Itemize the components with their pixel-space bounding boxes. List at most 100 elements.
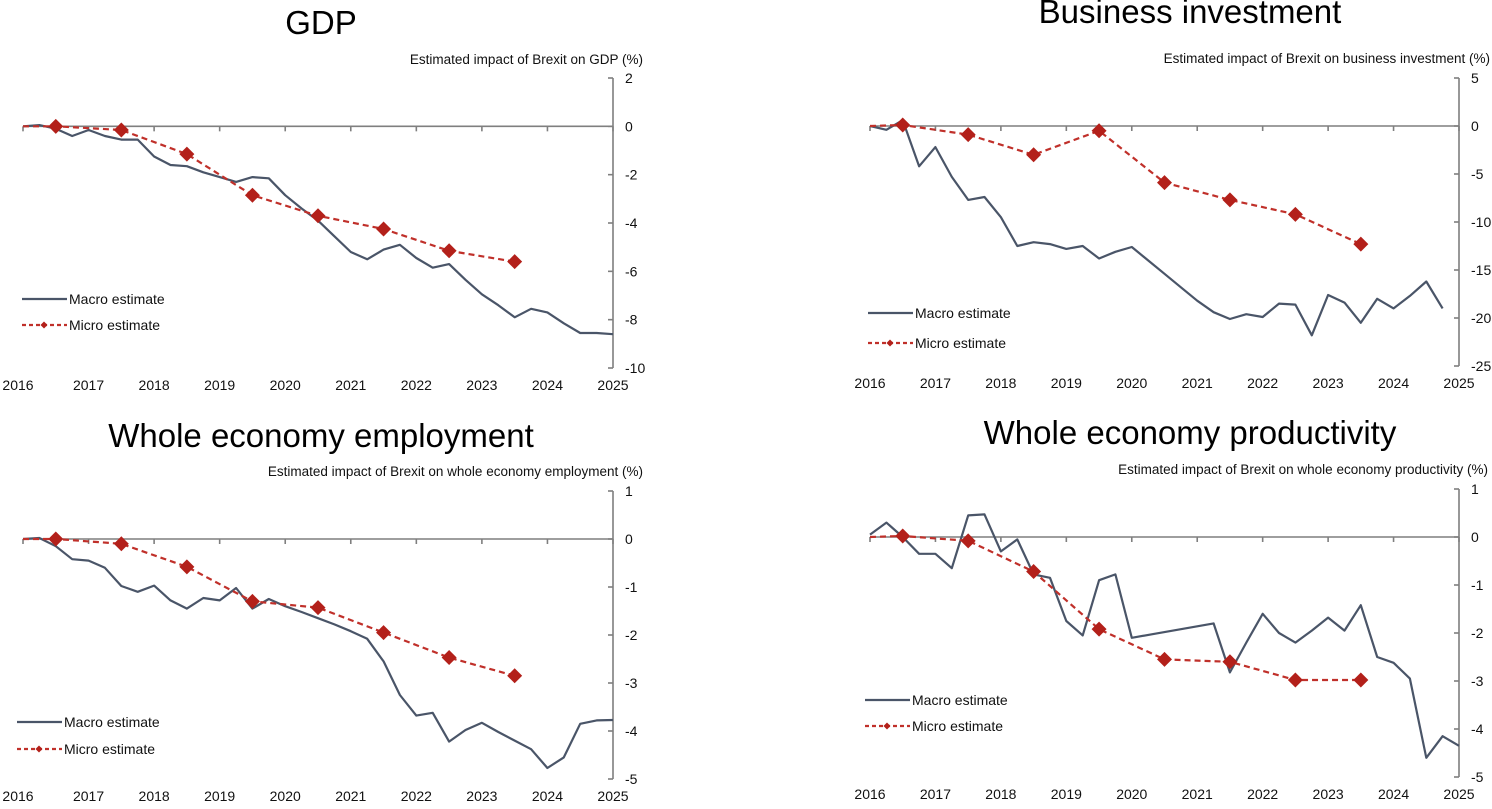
chart-title: Whole economy employment <box>108 417 534 454</box>
x-tick-label: 2017 <box>920 786 951 802</box>
x-tick-label: 2020 <box>1116 786 1147 802</box>
x-tick-label: 2021 <box>335 377 366 393</box>
x-tick-label: 2021 <box>335 788 366 804</box>
chart-panel-1: Business investment Estimated impact of B… <box>854 0 1491 391</box>
y-tick-label: -5 <box>1471 769 1484 785</box>
micro-estimate-point <box>376 221 392 237</box>
x-tick-label: 2016 <box>2 377 33 393</box>
y-tick-label: -2 <box>625 167 638 183</box>
micro-estimate-point <box>1157 651 1172 667</box>
y-tick-label: -2 <box>1471 625 1484 641</box>
legend: Macro estimate Micro estimate <box>865 692 1008 734</box>
y-tick-label: 1 <box>625 483 633 499</box>
y-axis-label: Estimated impact of Brexit on business i… <box>1164 51 1490 66</box>
legend: Macro estimate Micro estimate <box>22 291 165 333</box>
y-tick-label: -6 <box>625 263 638 279</box>
micro-estimate-point <box>1287 672 1303 688</box>
legend-micro-marker <box>35 745 43 753</box>
y-tick-label: -3 <box>1471 673 1484 689</box>
x-tick-label: 2022 <box>1247 375 1278 391</box>
x-tick-label: 2020 <box>270 377 301 393</box>
x-tick-label: 2024 <box>1378 375 1409 391</box>
micro-estimate-point <box>376 625 392 641</box>
legend-micro-label: Micro estimate <box>69 317 160 333</box>
micro-estimate-point <box>48 531 64 547</box>
y-axis-label: Estimated impact of Brexit on GDP (%) <box>410 52 643 67</box>
micro-estimate-point <box>441 243 457 259</box>
x-tick-label: 2025 <box>597 788 628 804</box>
y-tick-label: -1 <box>1471 577 1484 593</box>
macro-estimate-line <box>22 536 614 770</box>
micro-estimate-point <box>1353 236 1369 252</box>
x-tick-label: 2023 <box>466 788 497 804</box>
legend-macro-label: Macro estimate <box>64 714 160 730</box>
legend-micro-label: Micro estimate <box>912 718 1003 734</box>
micro-estimate-line <box>23 537 515 677</box>
micro-estimate-point <box>48 118 64 134</box>
micro-estimate-point <box>507 668 523 684</box>
x-tick-label: 2022 <box>1247 786 1278 802</box>
x-tick-label: 2022 <box>401 377 432 393</box>
micro-estimate-point <box>1157 175 1172 191</box>
micro-estimate-line <box>869 123 1362 246</box>
micro-estimate-point <box>960 127 976 143</box>
y-tick-label: -4 <box>1471 721 1484 737</box>
x-tick-label: 2021 <box>1182 375 1213 391</box>
micro-estimate-point <box>1287 206 1303 222</box>
micro-estimate-point <box>179 559 195 575</box>
micro-estimate-point <box>895 528 911 544</box>
micro-estimate-point <box>310 600 326 616</box>
y-tick-label: 0 <box>1471 529 1479 545</box>
micro-estimate-point <box>244 593 260 609</box>
y-tick-label: 0 <box>625 118 633 134</box>
micro-estimate-point <box>310 208 326 224</box>
legend: Macro estimate Micro estimate <box>17 714 160 757</box>
y-tick-label: -5 <box>1471 166 1484 182</box>
micro-estimate-point <box>1222 192 1238 208</box>
y-tick-label: -3 <box>625 675 638 691</box>
x-tick-label: 2017 <box>73 788 104 804</box>
y-tick-label: -20 <box>1471 310 1491 326</box>
legend: Macro estimate Micro estimate <box>868 305 1011 351</box>
legend-micro-marker <box>883 722 891 730</box>
y-tick-label: 0 <box>625 531 633 547</box>
x-tick-label: 2017 <box>920 375 951 391</box>
micro-estimate-point <box>441 650 457 666</box>
x-tick-label: 2016 <box>854 375 885 391</box>
y-tick-label: -15 <box>1471 262 1491 278</box>
chart-panel-2: Whole economy employment Estimated impact… <box>2 417 643 804</box>
micro-estimate-point <box>507 254 523 270</box>
y-axis-label: Estimated impact of Brexit on whole econ… <box>268 464 643 479</box>
legend-micro-marker <box>40 321 48 329</box>
chart-title: Whole economy productivity <box>984 414 1397 451</box>
y-tick-label: -8 <box>625 312 638 328</box>
micro-estimate-point <box>1353 672 1369 688</box>
y-tick-label: 1 <box>1471 481 1479 497</box>
y-tick-label: -4 <box>625 215 638 231</box>
y-axis-label: Estimated impact of Brexit on whole econ… <box>1118 462 1488 477</box>
micro-estimate-point <box>1026 147 1042 163</box>
chart-panel-0: GDP Estimated impact of Brexit on GDP (%)… <box>2 4 645 393</box>
x-tick-label: 2025 <box>1443 786 1474 802</box>
x-tick-label: 2018 <box>139 788 170 804</box>
legend-micro-label: Micro estimate <box>64 741 155 757</box>
micro-estimate-point <box>1026 564 1042 580</box>
micro-estimate-point <box>895 117 911 133</box>
legend-micro-label: Micro estimate <box>915 335 1006 351</box>
micro-estimate-point <box>113 536 129 552</box>
x-tick-label: 2019 <box>204 788 235 804</box>
y-tick-label: -10 <box>625 360 645 376</box>
x-tick-label: 2025 <box>1443 375 1474 391</box>
x-tick-label: 2023 <box>466 377 497 393</box>
macro-estimate-line <box>869 513 1460 759</box>
x-tick-label: 2019 <box>204 377 235 393</box>
x-tick-label: 2018 <box>985 375 1016 391</box>
micro-estimate-point <box>179 146 195 162</box>
y-tick-label: 2 <box>625 70 633 86</box>
legend-macro-label: Macro estimate <box>912 692 1008 708</box>
y-tick-label: 0 <box>1471 118 1479 134</box>
micro-estimate-point <box>1222 654 1238 670</box>
y-tick-label: -1 <box>625 579 638 595</box>
x-tick-label: 2024 <box>1378 786 1409 802</box>
micro-estimate-point <box>1091 621 1107 637</box>
